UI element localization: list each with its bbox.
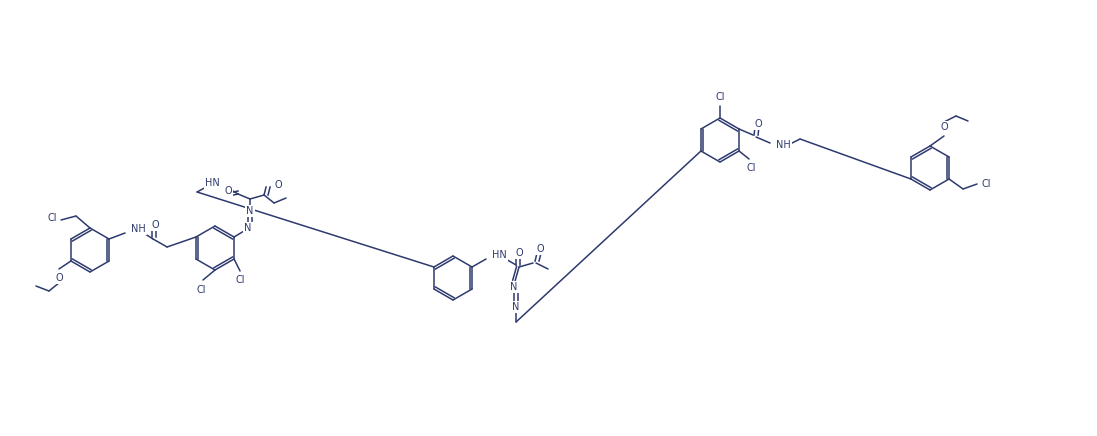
Text: N: N — [247, 206, 253, 216]
Text: Cl: Cl — [196, 285, 206, 295]
Text: Cl: Cl — [715, 92, 725, 102]
Text: Cl: Cl — [982, 179, 991, 189]
Text: O: O — [55, 273, 63, 283]
Text: O: O — [274, 180, 282, 190]
Text: N: N — [512, 302, 520, 312]
Text: NH: NH — [776, 140, 791, 150]
Text: O: O — [516, 248, 523, 258]
Text: Cl: Cl — [47, 213, 57, 223]
Text: O: O — [224, 186, 231, 196]
Text: O: O — [536, 244, 544, 254]
Text: O: O — [755, 119, 761, 129]
Text: N: N — [245, 223, 251, 233]
Text: O: O — [151, 220, 159, 230]
Text: O: O — [940, 122, 948, 132]
Text: HN: HN — [205, 178, 220, 188]
Text: Cl: Cl — [746, 163, 756, 173]
Text: NH: NH — [131, 224, 146, 234]
Text: Cl: Cl — [235, 275, 245, 285]
Text: N: N — [510, 282, 518, 292]
Text: HN: HN — [493, 250, 507, 260]
